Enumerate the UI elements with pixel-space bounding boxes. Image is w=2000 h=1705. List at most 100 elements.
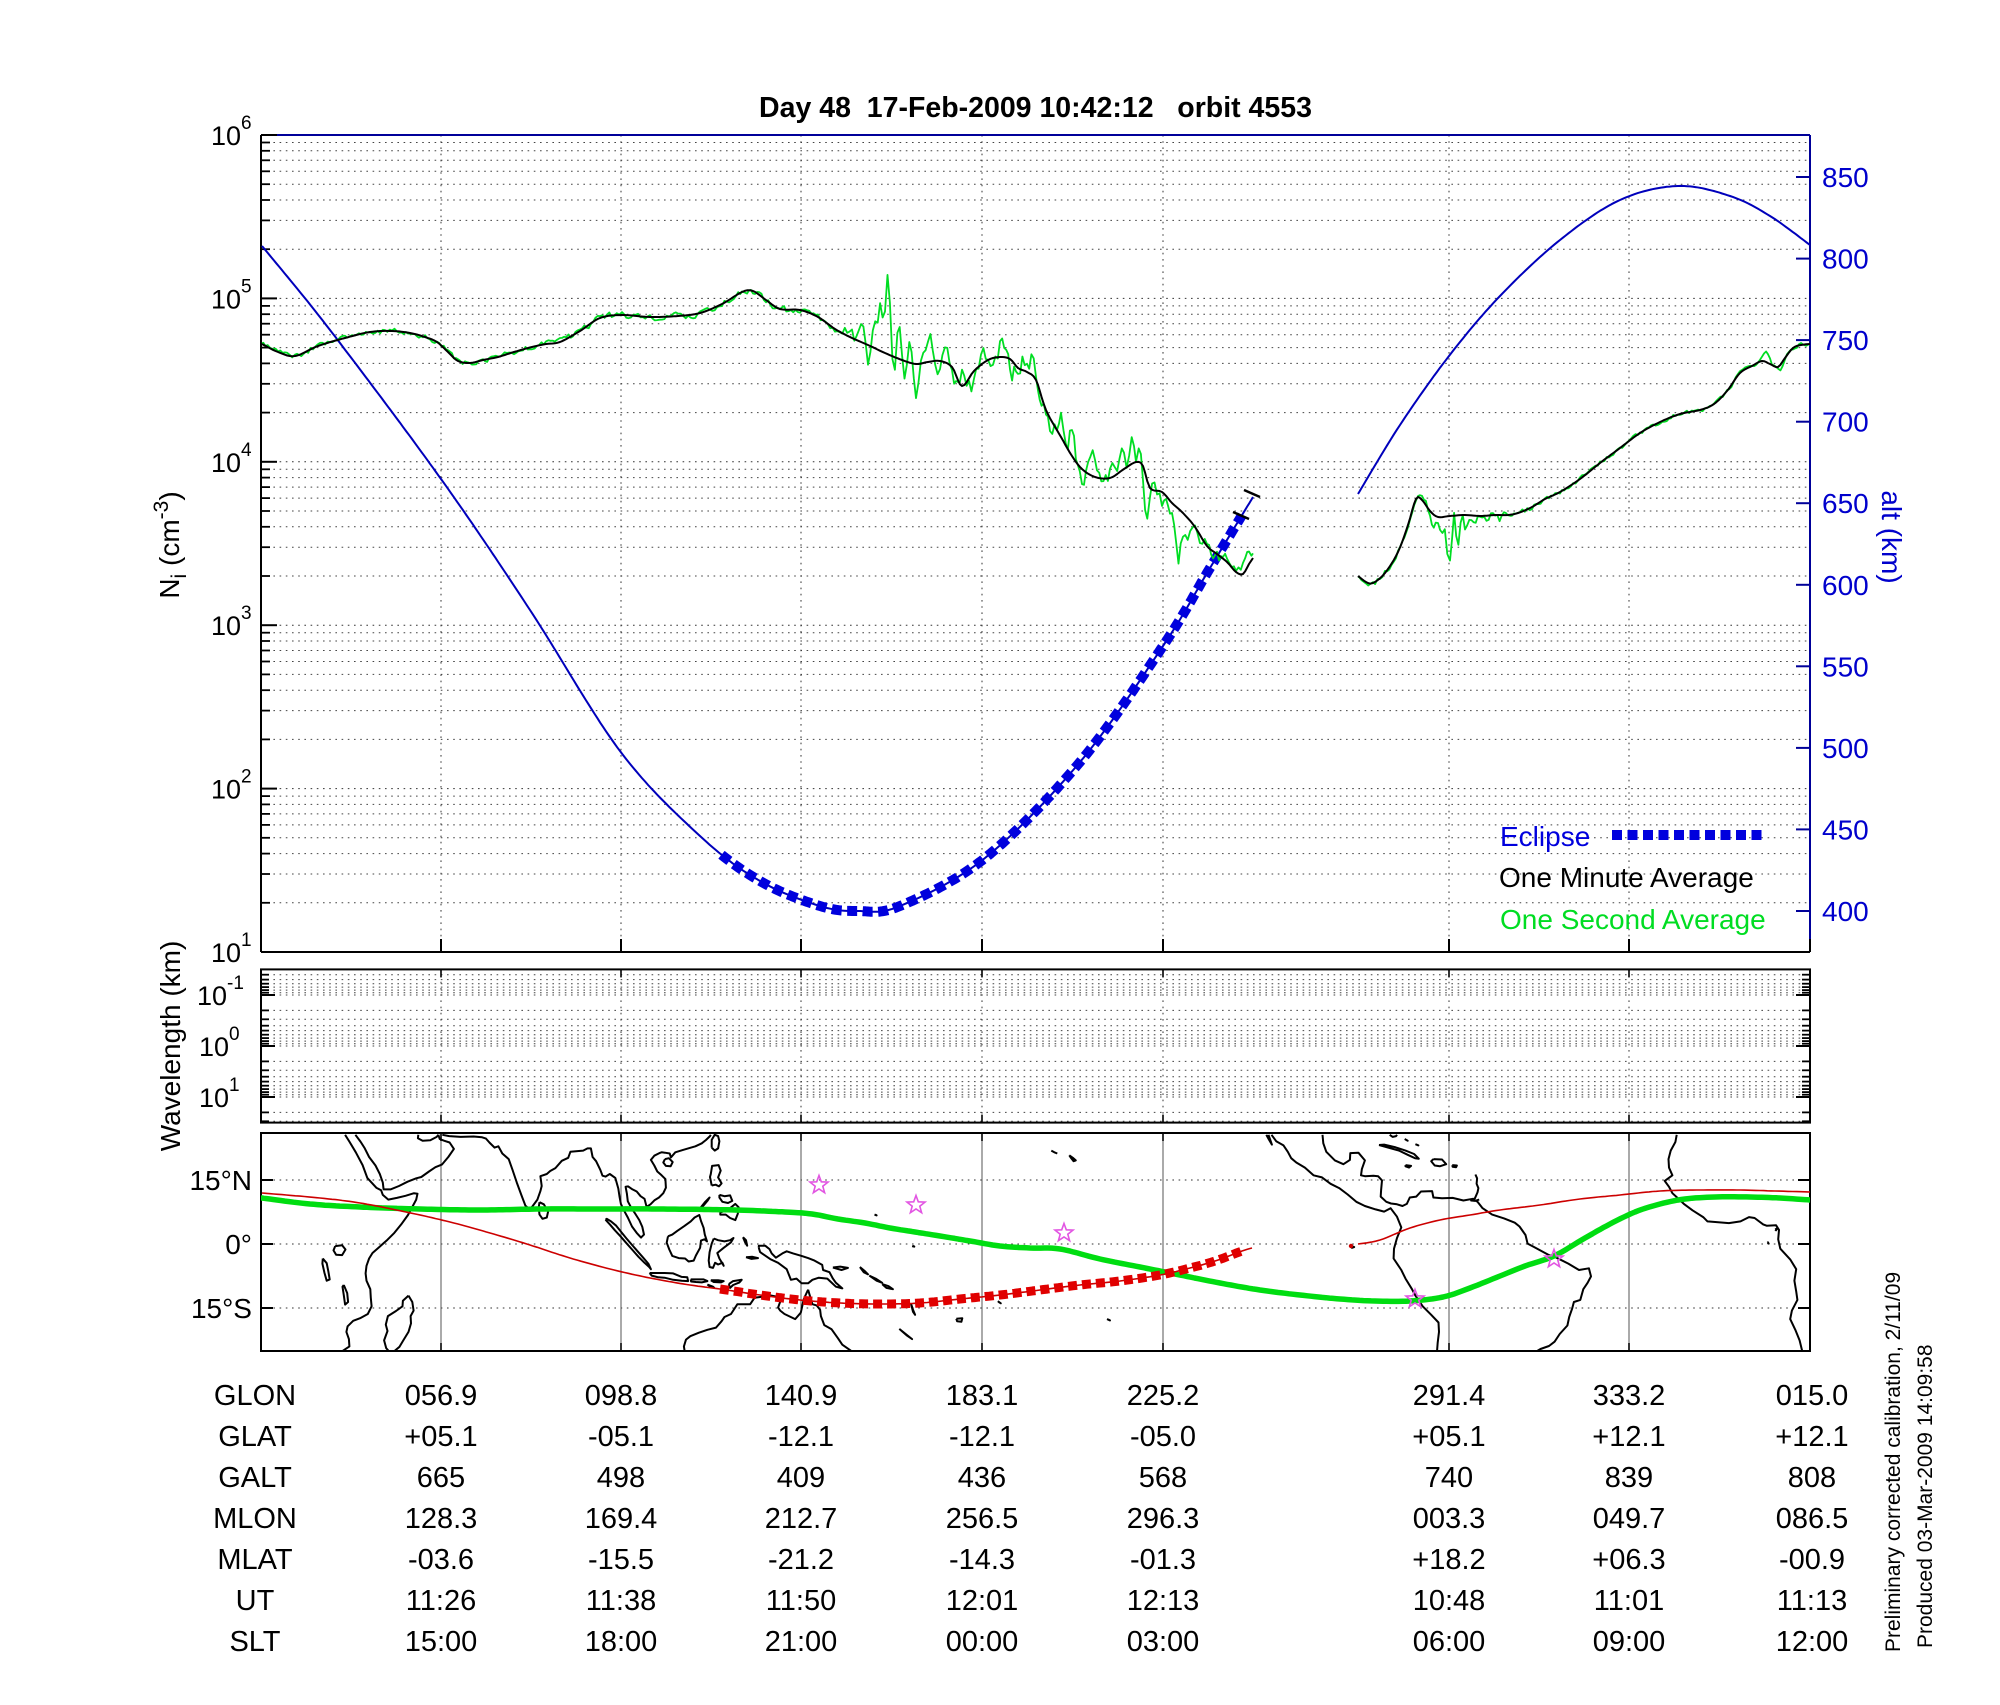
svg-text:-05.1: -05.1 (588, 1421, 654, 1453)
svg-text:665: 665 (417, 1462, 465, 1494)
svg-text:GLON: GLON (214, 1380, 296, 1412)
svg-text:One Minute Average: One Minute Average (1499, 862, 1754, 893)
svg-text:086.5: 086.5 (1776, 1503, 1849, 1535)
svg-text:5: 5 (241, 276, 252, 297)
svg-text:One Second Average: One Second Average (1500, 904, 1766, 935)
svg-text:10:48: 10:48 (1413, 1585, 1486, 1617)
svg-text:10: 10 (211, 448, 241, 478)
svg-text:10: 10 (211, 611, 241, 641)
svg-text:-00.9: -00.9 (1779, 1544, 1845, 1576)
svg-text:+12.1: +12.1 (1775, 1421, 1848, 1453)
svg-text:291.4: 291.4 (1413, 1380, 1486, 1412)
svg-text:Preliminary corrected calibrat: Preliminary corrected calibration, 2/11/… (1882, 1272, 1905, 1652)
svg-text:650: 650 (1822, 488, 1869, 519)
svg-text:839: 839 (1605, 1462, 1653, 1494)
svg-text:098.8: 098.8 (585, 1380, 658, 1412)
svg-text:18:00: 18:00 (585, 1626, 658, 1658)
svg-text:12:13: 12:13 (1127, 1585, 1200, 1617)
svg-text:10: 10 (199, 1083, 229, 1113)
svg-text:11:38: 11:38 (586, 1585, 656, 1617)
svg-text:Day 48 17-Feb-2009 10:42:12: Day 48 17-Feb-2009 10:42:12 orbit 4553 (759, 92, 1312, 124)
svg-text:12:00: 12:00 (1776, 1626, 1849, 1658)
svg-text:128.3: 128.3 (405, 1503, 478, 1535)
svg-text:0°: 0° (225, 1229, 252, 1260)
svg-text:SLT: SLT (229, 1626, 280, 1658)
svg-text:-12.1: -12.1 (768, 1421, 834, 1453)
svg-text:800: 800 (1822, 244, 1869, 275)
svg-text:140.9: 140.9 (765, 1380, 838, 1412)
svg-text:+06.3: +06.3 (1592, 1544, 1665, 1576)
svg-text:015.0: 015.0 (1776, 1380, 1849, 1412)
svg-text:00:00: 00:00 (946, 1626, 1019, 1658)
svg-text:15°S: 15°S (191, 1293, 252, 1324)
svg-text:056.9: 056.9 (405, 1380, 478, 1412)
svg-text:700: 700 (1822, 407, 1869, 438)
svg-text:-21.2: -21.2 (768, 1544, 834, 1576)
svg-text:0: 0 (229, 1024, 240, 1045)
svg-text:850: 850 (1822, 162, 1869, 193)
svg-text:MLAT: MLAT (217, 1544, 292, 1576)
svg-text:500: 500 (1822, 733, 1869, 764)
svg-text:296.3: 296.3 (1127, 1503, 1200, 1535)
svg-text:alt (km): alt (km) (1876, 490, 1907, 583)
svg-text:11:50: 11:50 (766, 1585, 836, 1617)
svg-text:1: 1 (229, 1075, 240, 1096)
svg-text:4: 4 (241, 440, 252, 461)
svg-text:003.3: 003.3 (1413, 1503, 1486, 1535)
svg-text:183.1: 183.1 (946, 1380, 1019, 1412)
svg-text:550: 550 (1822, 651, 1869, 682)
svg-text:+05.1: +05.1 (404, 1421, 477, 1453)
svg-text:600: 600 (1822, 570, 1869, 601)
svg-text:15°N: 15°N (189, 1165, 252, 1196)
svg-text:Wavelength (km): Wavelength (km) (155, 941, 186, 1152)
svg-text:+05.1: +05.1 (1412, 1421, 1485, 1453)
svg-text:740: 740 (1425, 1462, 1473, 1494)
svg-text:-05.0: -05.0 (1130, 1421, 1196, 1453)
svg-text:049.7: 049.7 (1593, 1503, 1666, 1535)
svg-text:-1: -1 (227, 973, 244, 994)
svg-text:10: 10 (211, 121, 241, 151)
svg-text:-15.5: -15.5 (588, 1544, 654, 1576)
svg-text:225.2: 225.2 (1127, 1380, 1200, 1412)
svg-text:-01.3: -01.3 (1130, 1544, 1196, 1576)
svg-text:09:00: 09:00 (1593, 1626, 1666, 1658)
svg-text:6: 6 (241, 113, 252, 134)
svg-text:409: 409 (777, 1462, 825, 1494)
svg-text:450: 450 (1822, 814, 1869, 845)
svg-text:11:26: 11:26 (406, 1585, 476, 1617)
svg-text:1: 1 (241, 930, 252, 951)
svg-text:15:00: 15:00 (405, 1626, 478, 1658)
svg-text:Produced 03-Mar-2009 14:09:58: Produced 03-Mar-2009 14:09:58 (1914, 1344, 1937, 1648)
svg-text:436: 436 (958, 1462, 1006, 1494)
svg-text:11:13: 11:13 (1777, 1585, 1847, 1617)
svg-text:03:00: 03:00 (1127, 1626, 1200, 1658)
svg-text:10: 10 (211, 938, 241, 968)
svg-text:+18.2: +18.2 (1412, 1544, 1485, 1576)
svg-text:10: 10 (211, 775, 241, 805)
svg-text:-12.1: -12.1 (949, 1421, 1015, 1453)
svg-text:3: 3 (241, 603, 252, 624)
svg-text:169.4: 169.4 (585, 1503, 658, 1535)
svg-text:12:01: 12:01 (946, 1585, 1019, 1617)
svg-text:-03.6: -03.6 (408, 1544, 474, 1576)
svg-text:Eclipse: Eclipse (1500, 821, 1590, 852)
svg-text:06:00: 06:00 (1413, 1626, 1486, 1658)
svg-text:MLON: MLON (213, 1503, 297, 1535)
svg-text:333.2: 333.2 (1593, 1380, 1666, 1412)
svg-text:UT: UT (236, 1585, 275, 1617)
svg-text:Ni (cm-3): Ni (cm-3) (150, 491, 191, 598)
svg-text:2: 2 (241, 767, 252, 788)
svg-text:11:01: 11:01 (1594, 1585, 1664, 1617)
svg-text:GLAT: GLAT (218, 1421, 292, 1453)
svg-text:400: 400 (1822, 896, 1869, 927)
svg-text:498: 498 (597, 1462, 645, 1494)
svg-text:256.5: 256.5 (946, 1503, 1019, 1535)
svg-text:10: 10 (199, 1032, 229, 1062)
svg-text:+12.1: +12.1 (1592, 1421, 1665, 1453)
svg-text:21:00: 21:00 (765, 1626, 838, 1658)
svg-text:212.7: 212.7 (765, 1503, 838, 1535)
svg-text:808: 808 (1788, 1462, 1836, 1494)
svg-text:10: 10 (197, 981, 227, 1011)
svg-text:10: 10 (211, 284, 241, 314)
svg-text:GALT: GALT (218, 1462, 292, 1494)
